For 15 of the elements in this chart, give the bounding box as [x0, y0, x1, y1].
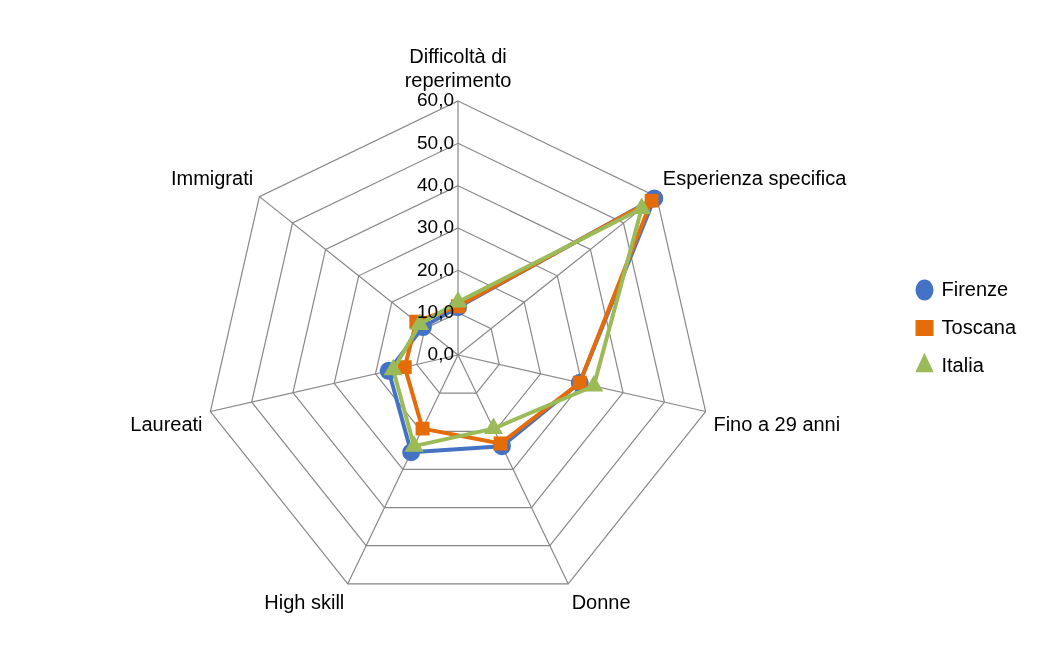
spoke-label: Immigrati — [170, 167, 254, 190]
y-tick-label: 50,0 — [417, 131, 454, 153]
y-tick-label: 30,0 — [417, 216, 454, 238]
y-tick-label: 40,0 — [417, 173, 454, 195]
spoke-label: Difficoltà di reperimento — [404, 44, 512, 91]
y-tick-label: 20,0 — [417, 258, 454, 280]
y-tick-label: 0,0 — [427, 343, 454, 365]
spoke-label: Laureati — [130, 412, 203, 435]
spoke-label: High skill — [264, 590, 345, 613]
spoke-label: Fino a 29 anni — [713, 412, 841, 435]
legend-label: Toscana — [941, 315, 1017, 338]
legend-label: Italia — [941, 353, 985, 376]
spoke-label: Esperienza specifica — [662, 167, 848, 190]
spoke-label: Donne — [571, 590, 631, 613]
legend-label: Firenze — [941, 277, 1009, 300]
